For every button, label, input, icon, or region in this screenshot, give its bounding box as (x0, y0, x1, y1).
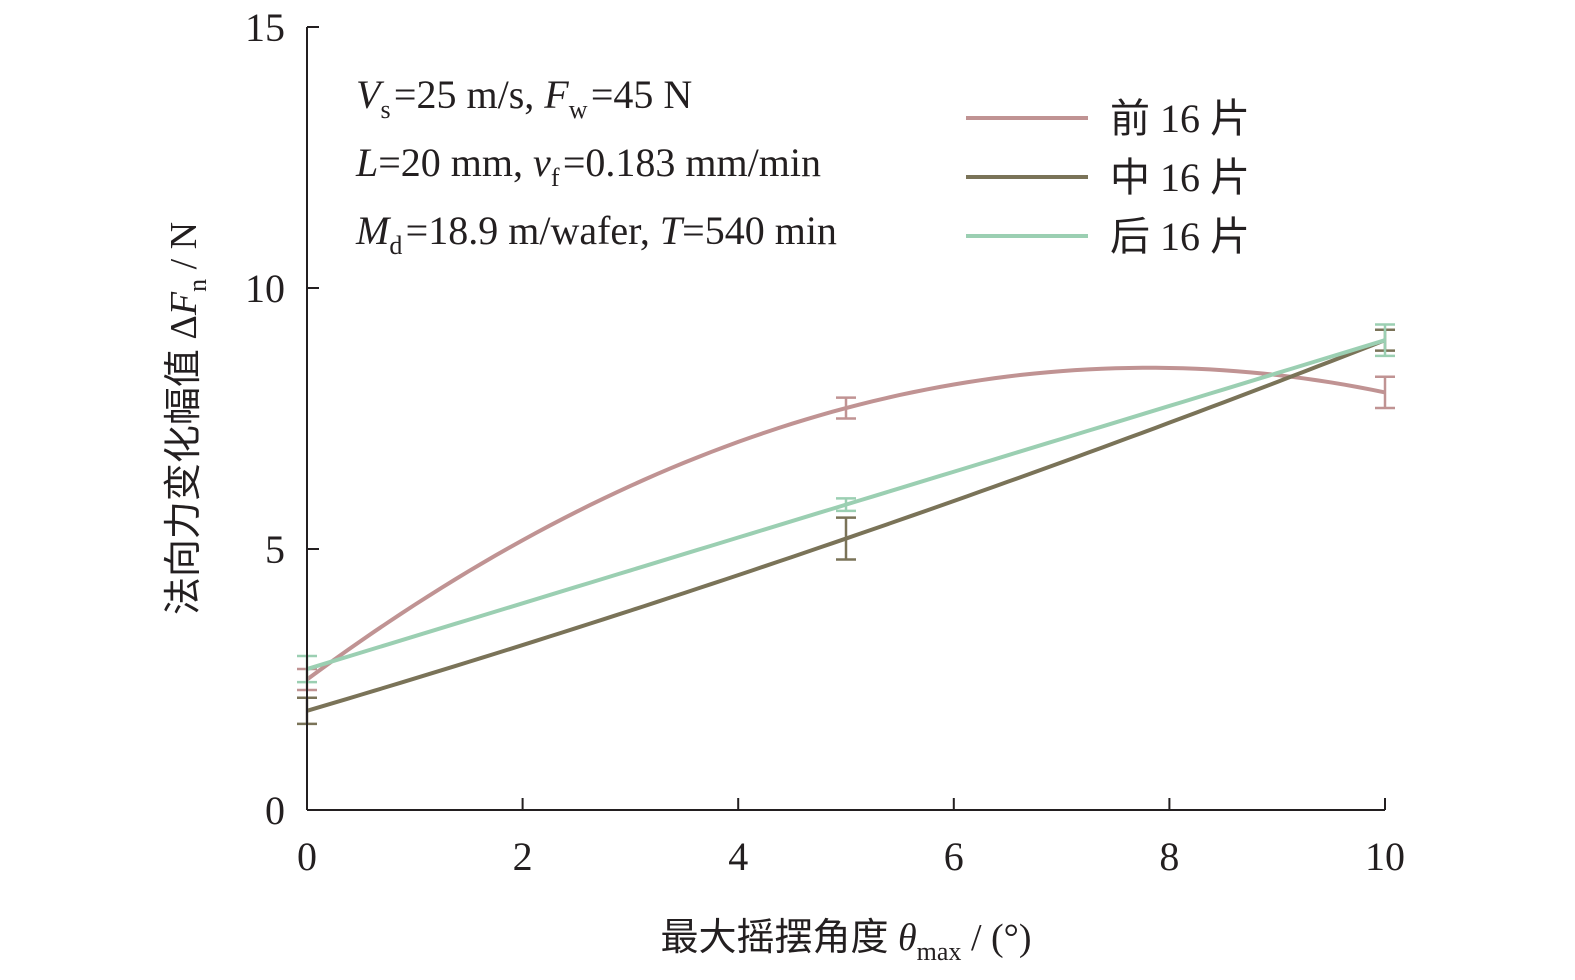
y-tick-label: 0 (265, 788, 285, 833)
condition-line: L=20 mm, vf =0.183 mm/min (355, 140, 821, 192)
legend-item: 中 16 片 (966, 155, 1250, 200)
x-axis-title: 最大摇摆角度 θmax / (°) (660, 917, 1031, 966)
legend-label: 后 16 片 (1110, 214, 1250, 259)
y-tick-label: 5 (265, 527, 285, 572)
y-tick-label: 10 (245, 266, 285, 311)
error-bar (836, 516, 856, 561)
axes (306, 27, 1385, 811)
legend: 前 16 片中 16 片后 16 片 (966, 96, 1250, 259)
x-tick-label: 10 (1365, 834, 1405, 879)
condition-line: Vs =25 m/s, Fw =45 N (356, 72, 692, 124)
condition-line: Md =18.9 m/wafer, T=540 min (355, 208, 837, 260)
legend-label: 前 16 片 (1110, 96, 1250, 141)
error-bar (836, 497, 856, 513)
x-tick-label: 8 (1159, 834, 1179, 879)
legend-label: 中 16 片 (1110, 155, 1250, 200)
x-tick-label: 4 (728, 834, 748, 879)
x-tick-label: 6 (944, 834, 964, 879)
condition-annotations: Vs =25 m/s, Fw =45 N L=20 mm, vf =0.183 m… (355, 72, 837, 260)
plot-area (297, 323, 1395, 726)
error-bar (1375, 375, 1395, 410)
ticks: 0 2 4 6 8 10 0 5 10 15 (245, 5, 1405, 879)
y-tick-label: 15 (245, 5, 285, 50)
error-bar (836, 396, 856, 420)
error-bar (1375, 323, 1395, 358)
y-axis-title: 法向力变化幅值 ΔFn / N (163, 222, 212, 615)
legend-item: 前 16 片 (966, 96, 1250, 141)
x-tick-label: 2 (513, 834, 533, 879)
x-tick-label: 0 (297, 834, 317, 879)
legend-item: 后 16 片 (966, 214, 1250, 259)
